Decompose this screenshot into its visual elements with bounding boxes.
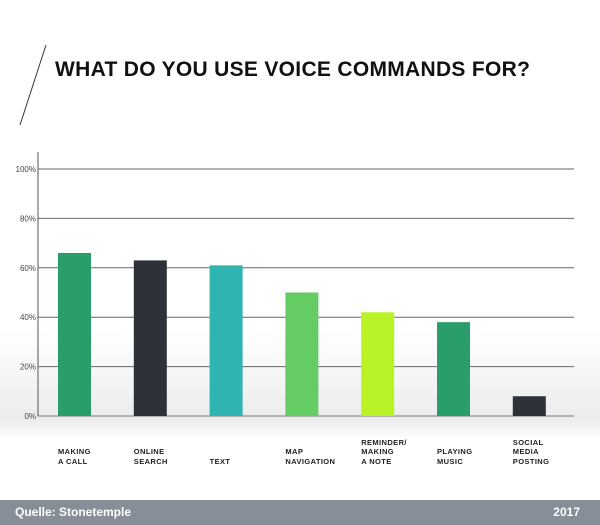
x-category-label: TEXT — [209, 456, 231, 466]
y-tick-label: 100% — [16, 165, 36, 174]
bar — [58, 252, 91, 416]
footer-bar: Quelle: Stonetemple 2017 — [0, 500, 600, 525]
x-category-label: MAKING A CALL — [58, 447, 91, 466]
decorative-slash — [19, 44, 47, 126]
year-label: 2017 — [553, 505, 580, 519]
x-category-label: ONLINE SEARCH — [133, 447, 168, 466]
bar — [209, 265, 243, 416]
bar — [512, 396, 546, 416]
bar — [133, 260, 167, 416]
y-tick-label: 20% — [20, 363, 36, 372]
bar — [361, 312, 395, 416]
bar — [437, 322, 470, 416]
chart-title: WHAT DO YOU USE VOICE COMMANDS FOR? — [55, 58, 531, 81]
x-category-label: MAP NAVIGATION — [285, 447, 336, 466]
y-tick-label: 0% — [24, 412, 36, 421]
source-label: Quelle: Stonetemple — [15, 505, 132, 519]
y-tick-label: 80% — [20, 214, 36, 223]
bar — [285, 292, 319, 416]
y-tick-label: 40% — [20, 313, 36, 322]
chart-area: 0% 20% 40% 60% 80% 100% — [16, 44, 574, 421]
y-tick-label: 60% — [20, 264, 36, 273]
x-category-label: SOCIAL MEDIA POSTING — [512, 437, 550, 466]
x-category-label: PLAYING MUSIC — [437, 447, 473, 466]
x-category-label: REMINDER/MAKING A NOTE — [361, 437, 407, 466]
